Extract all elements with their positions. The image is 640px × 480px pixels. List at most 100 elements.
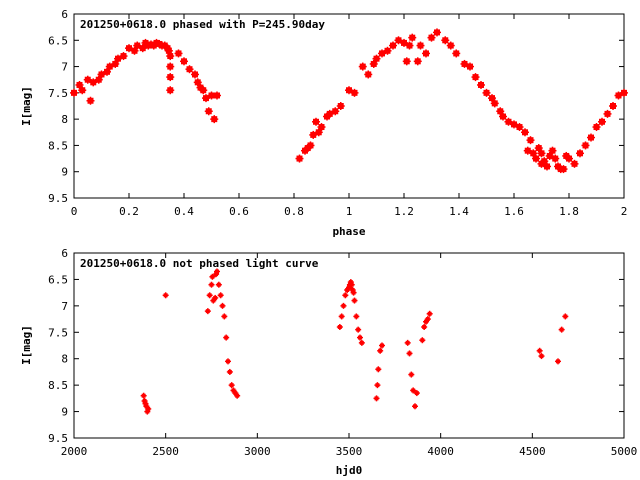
unphased-data-point	[204, 308, 211, 315]
phased-data-point	[331, 107, 340, 116]
unphased-y-tick-label: 7.5	[48, 326, 68, 339]
unphased-data-point	[215, 281, 222, 288]
phased-data-point	[526, 136, 535, 145]
phased-data-point	[166, 52, 175, 61]
phased-x-tick-label: 0.6	[229, 205, 249, 218]
phased-x-tick-label: 2	[621, 205, 628, 218]
phased-data-point	[413, 57, 422, 66]
phased-data-point	[306, 141, 315, 150]
phased-data-point	[532, 154, 540, 163]
unphased-data-point	[223, 334, 230, 341]
unphased-y-tick-label: 9	[61, 406, 68, 419]
phased-y-axis-label: I[mag]	[20, 86, 33, 126]
unphased-data-point	[209, 273, 216, 280]
unphased-data-point	[336, 324, 343, 330]
phased-x-tick-label: 0.4	[174, 205, 194, 218]
unphased-data-point	[228, 382, 235, 389]
unphased-data-point	[536, 347, 543, 354]
phased-data-point	[515, 123, 524, 132]
phased-data-point	[383, 46, 392, 55]
phased-x-axis-label: phase	[332, 225, 365, 238]
phased-data-point	[317, 123, 326, 132]
phased-data-point	[364, 70, 373, 79]
unphased-data-point	[421, 324, 428, 330]
unphased-data-point	[358, 339, 365, 346]
phased-data-point	[416, 41, 425, 50]
unphased-data-point	[373, 395, 380, 402]
phased-data-point	[166, 73, 175, 82]
unphased-data-point	[225, 358, 231, 365]
phased-data-point	[389, 41, 397, 50]
unphased-data-point	[145, 405, 152, 412]
unphased-data-point	[340, 302, 347, 309]
unphased-data-point	[355, 326, 362, 333]
unphased-data-points	[140, 268, 569, 415]
phased-data-point	[119, 52, 128, 61]
phased-y-tick-label: 7	[61, 61, 68, 74]
unphased-data-point	[348, 281, 355, 288]
phased-y-tick-label: 8	[61, 113, 68, 126]
phased-data-point	[422, 49, 430, 58]
phased-data-point	[499, 112, 507, 121]
phased-y-tick-label: 7.5	[48, 87, 68, 100]
phased-data-point	[295, 154, 304, 163]
phased-x-tick-label: 1.8	[559, 205, 579, 218]
unphased-data-point	[214, 268, 220, 275]
phased-data-point	[603, 109, 612, 118]
unphased-data-point	[375, 366, 382, 373]
unphased-data-point	[217, 292, 224, 299]
phased-data-point	[576, 149, 584, 158]
unphased-data-point	[562, 313, 569, 320]
phased-x-tick-label: 1.2	[394, 205, 414, 218]
phased-data-point	[405, 41, 414, 50]
unphased-data-point	[357, 334, 363, 341]
unphased-data-point	[338, 313, 345, 320]
phased-data-point	[408, 33, 417, 42]
phased-data-point	[166, 62, 175, 71]
unphased-data-point	[374, 382, 381, 389]
phased-y-tick-label: 9.5	[48, 192, 68, 205]
unphased-data-point	[404, 339, 411, 346]
unphased-x-tick-label: 3500	[336, 445, 363, 458]
unphased-data-point	[419, 337, 426, 344]
phased-data-point	[180, 57, 188, 66]
phased-y-tick-label: 9	[61, 166, 68, 179]
phased-data-point	[592, 123, 601, 132]
unphased-x-tick-label: 4000	[427, 445, 454, 458]
unphased-y-tick-label: 7	[61, 300, 68, 313]
phased-data-point	[559, 165, 568, 174]
phased-data-point	[213, 91, 221, 100]
unphased-data-point	[424, 316, 431, 323]
phased-data-point	[433, 28, 441, 37]
unphased-chart-title: 201250+0618.0 not phased light curve	[80, 257, 319, 270]
phased-y-tick-label: 8.5	[48, 139, 68, 152]
phased-data-point	[312, 117, 320, 126]
unphased-y-tick-label: 9.5	[48, 432, 68, 445]
unphased-x-axis-label: hjd0	[336, 464, 363, 477]
phased-data-point	[598, 117, 606, 126]
phased-x-tick-label: 0.8	[284, 205, 304, 218]
phased-panel: 201250+0618.0 phased with P=245.90day ph…	[20, 8, 628, 238]
unphased-data-point	[558, 326, 565, 333]
phased-data-point	[477, 80, 485, 89]
phased-data-point	[174, 49, 183, 58]
phased-data-point	[587, 133, 595, 142]
phased-data-point	[452, 49, 461, 58]
phased-data-point	[402, 57, 411, 66]
unphased-x-tick-label: 4500	[519, 445, 546, 458]
unphased-data-point	[377, 347, 384, 354]
phased-chart-title: 201250+0618.0 phased with P=245.90day	[80, 18, 325, 31]
unphased-data-point	[379, 342, 385, 349]
phased-data-point	[70, 88, 78, 97]
unphased-x-tick-label: 5000	[611, 445, 638, 458]
phased-data-point	[427, 33, 436, 42]
unphased-data-point	[410, 387, 417, 394]
phased-x-tick-label: 0	[71, 205, 78, 218]
phased-data-point	[609, 102, 617, 110]
unphased-x-tick-label: 2500	[152, 445, 179, 458]
unphased-y-tick-label: 8	[61, 353, 68, 366]
unphased-y-tick-label: 6.5	[48, 273, 68, 286]
unphased-data-point	[538, 353, 545, 360]
unphased-data-point	[140, 392, 147, 399]
